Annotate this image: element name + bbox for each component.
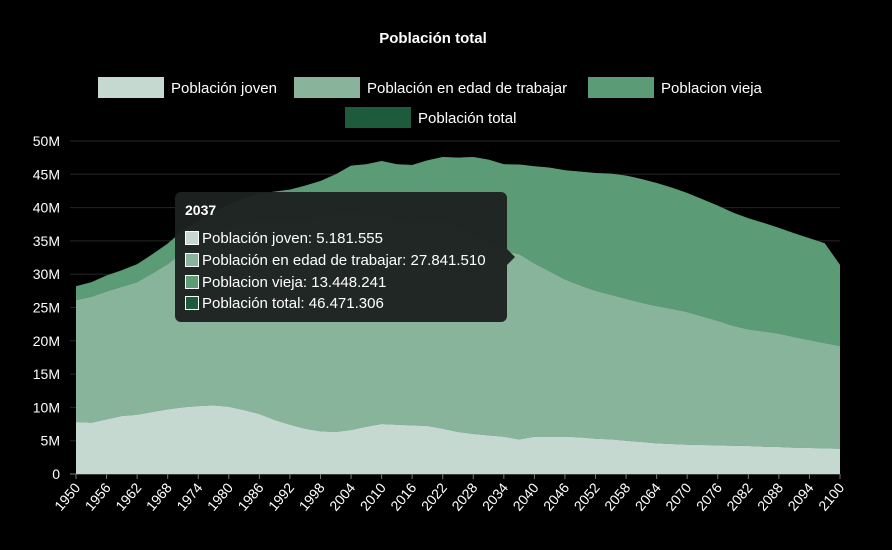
x-tick-label: 2040 — [509, 479, 541, 513]
y-tick-label: 25M — [33, 300, 60, 316]
y-tick-label: 45M — [33, 166, 60, 182]
x-tick-label: 1986 — [234, 479, 266, 513]
x-tick-label: 2094 — [784, 479, 816, 513]
area-poblacion-joven — [76, 405, 840, 474]
x-tick-label: 1974 — [173, 479, 205, 513]
legend-label[interactable]: Población joven — [171, 80, 277, 97]
legend-swatch[interactable] — [588, 77, 654, 98]
x-tick-label: 2010 — [357, 479, 389, 513]
legend-swatch[interactable] — [98, 77, 164, 98]
x-tick-label: 1968 — [143, 479, 175, 513]
x-axis: 1950195619621968197419801986199219982004… — [51, 474, 847, 514]
x-tick-label: 2004 — [326, 479, 358, 513]
legend-label[interactable]: Población en edad de trabajar — [367, 80, 567, 97]
tooltip: 2037 Población joven: 5.181.555 Població… — [175, 192, 507, 322]
tooltip-swatch — [185, 231, 199, 245]
legend-swatch[interactable] — [345, 107, 411, 128]
y-tick-label: 35M — [33, 233, 60, 249]
x-tick-label: 1980 — [204, 479, 236, 513]
y-tick-label: 10M — [33, 399, 60, 415]
tooltip-caret — [507, 249, 515, 265]
y-tick-label: 15M — [33, 366, 60, 382]
legend-label[interactable]: Poblacion vieja — [661, 80, 763, 97]
y-tick-label: 40M — [33, 200, 60, 216]
x-tick-label: 2058 — [601, 479, 633, 513]
x-tick-label: 2028 — [448, 479, 480, 513]
x-tick-label: 2034 — [479, 479, 511, 513]
y-axis: 0 5M 10M 15M 20M 25M 30M 35M 40M 45M 50M — [33, 133, 60, 482]
y-tick-label: 0 — [52, 466, 60, 482]
tooltip-swatch — [185, 296, 199, 310]
legend-label[interactable]: Población total — [418, 110, 516, 127]
x-tick-label: 2046 — [540, 479, 572, 513]
tooltip-swatch — [185, 253, 199, 267]
chart-title: Población total — [379, 30, 487, 47]
x-tick-label: 1950 — [51, 479, 83, 513]
x-tick-label: 1998 — [295, 479, 327, 513]
x-tick-label: 2022 — [418, 479, 450, 513]
tooltip-title: 2037 — [185, 202, 217, 218]
y-tick-label: 30M — [33, 266, 60, 282]
x-tick-label: 2100 — [815, 479, 847, 513]
legend: Población joven Población en edad de trab… — [98, 77, 763, 128]
tooltip-label: Población total: 46.471.306 — [202, 294, 384, 312]
tooltip-row-vieja: Poblacion vieja: 13.448.241 — [185, 273, 386, 291]
tooltip-row-trabajar: Población en edad de trabajar: 27.841.51… — [185, 251, 486, 269]
x-tick-label: 2070 — [662, 479, 694, 513]
y-tick-label: 20M — [33, 333, 60, 349]
tooltip-label: Población joven: 5.181.555 — [202, 229, 383, 247]
x-tick-label: 1992 — [265, 479, 297, 513]
x-tick-label: 2088 — [754, 479, 786, 513]
x-tick-label: 1962 — [112, 479, 144, 513]
tooltip-row-total: Población total: 46.471.306 — [185, 294, 384, 312]
y-tick-label: 5M — [41, 433, 60, 449]
legend-swatch[interactable] — [294, 77, 360, 98]
tooltip-label: Poblacion vieja: 13.448.241 — [202, 273, 387, 291]
x-tick-label: 2016 — [387, 479, 419, 513]
tooltip-row-joven: Población joven: 5.181.555 — [185, 229, 383, 247]
x-tick-label: 2064 — [632, 479, 664, 513]
x-tick-label: 1956 — [82, 479, 114, 513]
tooltip-label: Población en edad de trabajar: 27.841.51… — [202, 251, 486, 269]
x-tick-label: 2076 — [693, 479, 725, 513]
tooltip-swatch — [185, 275, 199, 289]
x-tick-label: 2052 — [571, 479, 603, 513]
y-tick-label: 50M — [33, 133, 60, 149]
x-tick-label: 2082 — [723, 479, 755, 513]
